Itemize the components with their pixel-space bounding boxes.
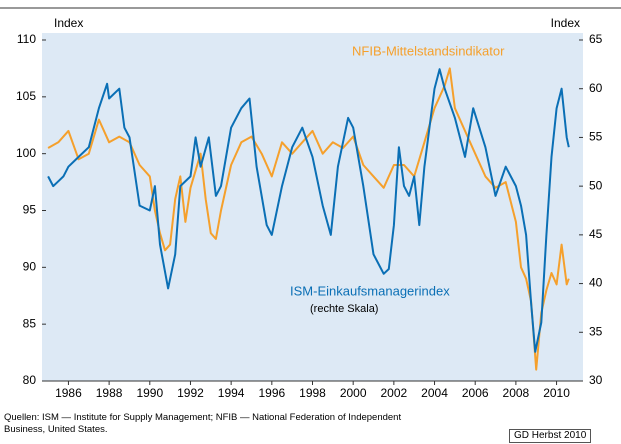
y2-tick-label: 35 [589,324,603,338]
x-tick-label: 2010 [543,386,570,400]
plot-area [42,33,583,381]
x-tick-label: 2000 [340,386,367,400]
y-tick-label: 80 [23,373,37,387]
y-axis-label: Index [54,16,83,30]
y-tick-label: 85 [23,316,37,330]
y2-tick-label: 40 [589,276,603,290]
y2-tick-label: 60 [589,81,603,95]
y-tick-label: 105 [16,89,36,103]
credit: GD Herbst 2010 [509,429,592,443]
y-tick-label: 90 [23,260,37,274]
annotation: (rechte Skala) [310,303,378,315]
y2-tick-label: 30 [589,373,603,387]
chart: Index Index (rechte Skala) 80 85 90 95 100 10… [0,7,621,400]
x-tick-label: 1998 [299,386,326,400]
y2-axis-label: Index [551,16,580,30]
y2-tick-label: 65 [589,32,603,46]
y2-tick-label: 50 [589,178,603,192]
y2-tick-label: 55 [589,130,603,144]
x-tick-label: 1994 [218,386,245,400]
x-tick-label: 1988 [96,386,123,400]
y-tick-label: 95 [23,203,37,217]
x-tick-label: 2008 [503,386,530,400]
x-tick-label: 1992 [177,386,204,400]
x-tick-label: 2006 [462,386,489,400]
y2-tick-label: 45 [589,227,603,241]
source: Quellen: ISM — Institute for Supply Mana… [4,412,402,435]
x-tick-label: 2002 [381,386,408,400]
series-line [47,67,570,371]
y-tick-label: 110 [17,32,36,46]
x-tick-label: 1990 [136,386,163,400]
x-tick-label: 1986 [55,386,82,400]
series-line [47,68,570,353]
y-tick-label: 100 [16,146,36,160]
x-tick-label: 1996 [258,386,285,400]
series-label: ISM-Einkaufsmanagerindex [290,283,450,298]
series-label: NFIB-Mittelstandsindikator [352,43,505,58]
x-tick-label: 2004 [421,386,448,400]
